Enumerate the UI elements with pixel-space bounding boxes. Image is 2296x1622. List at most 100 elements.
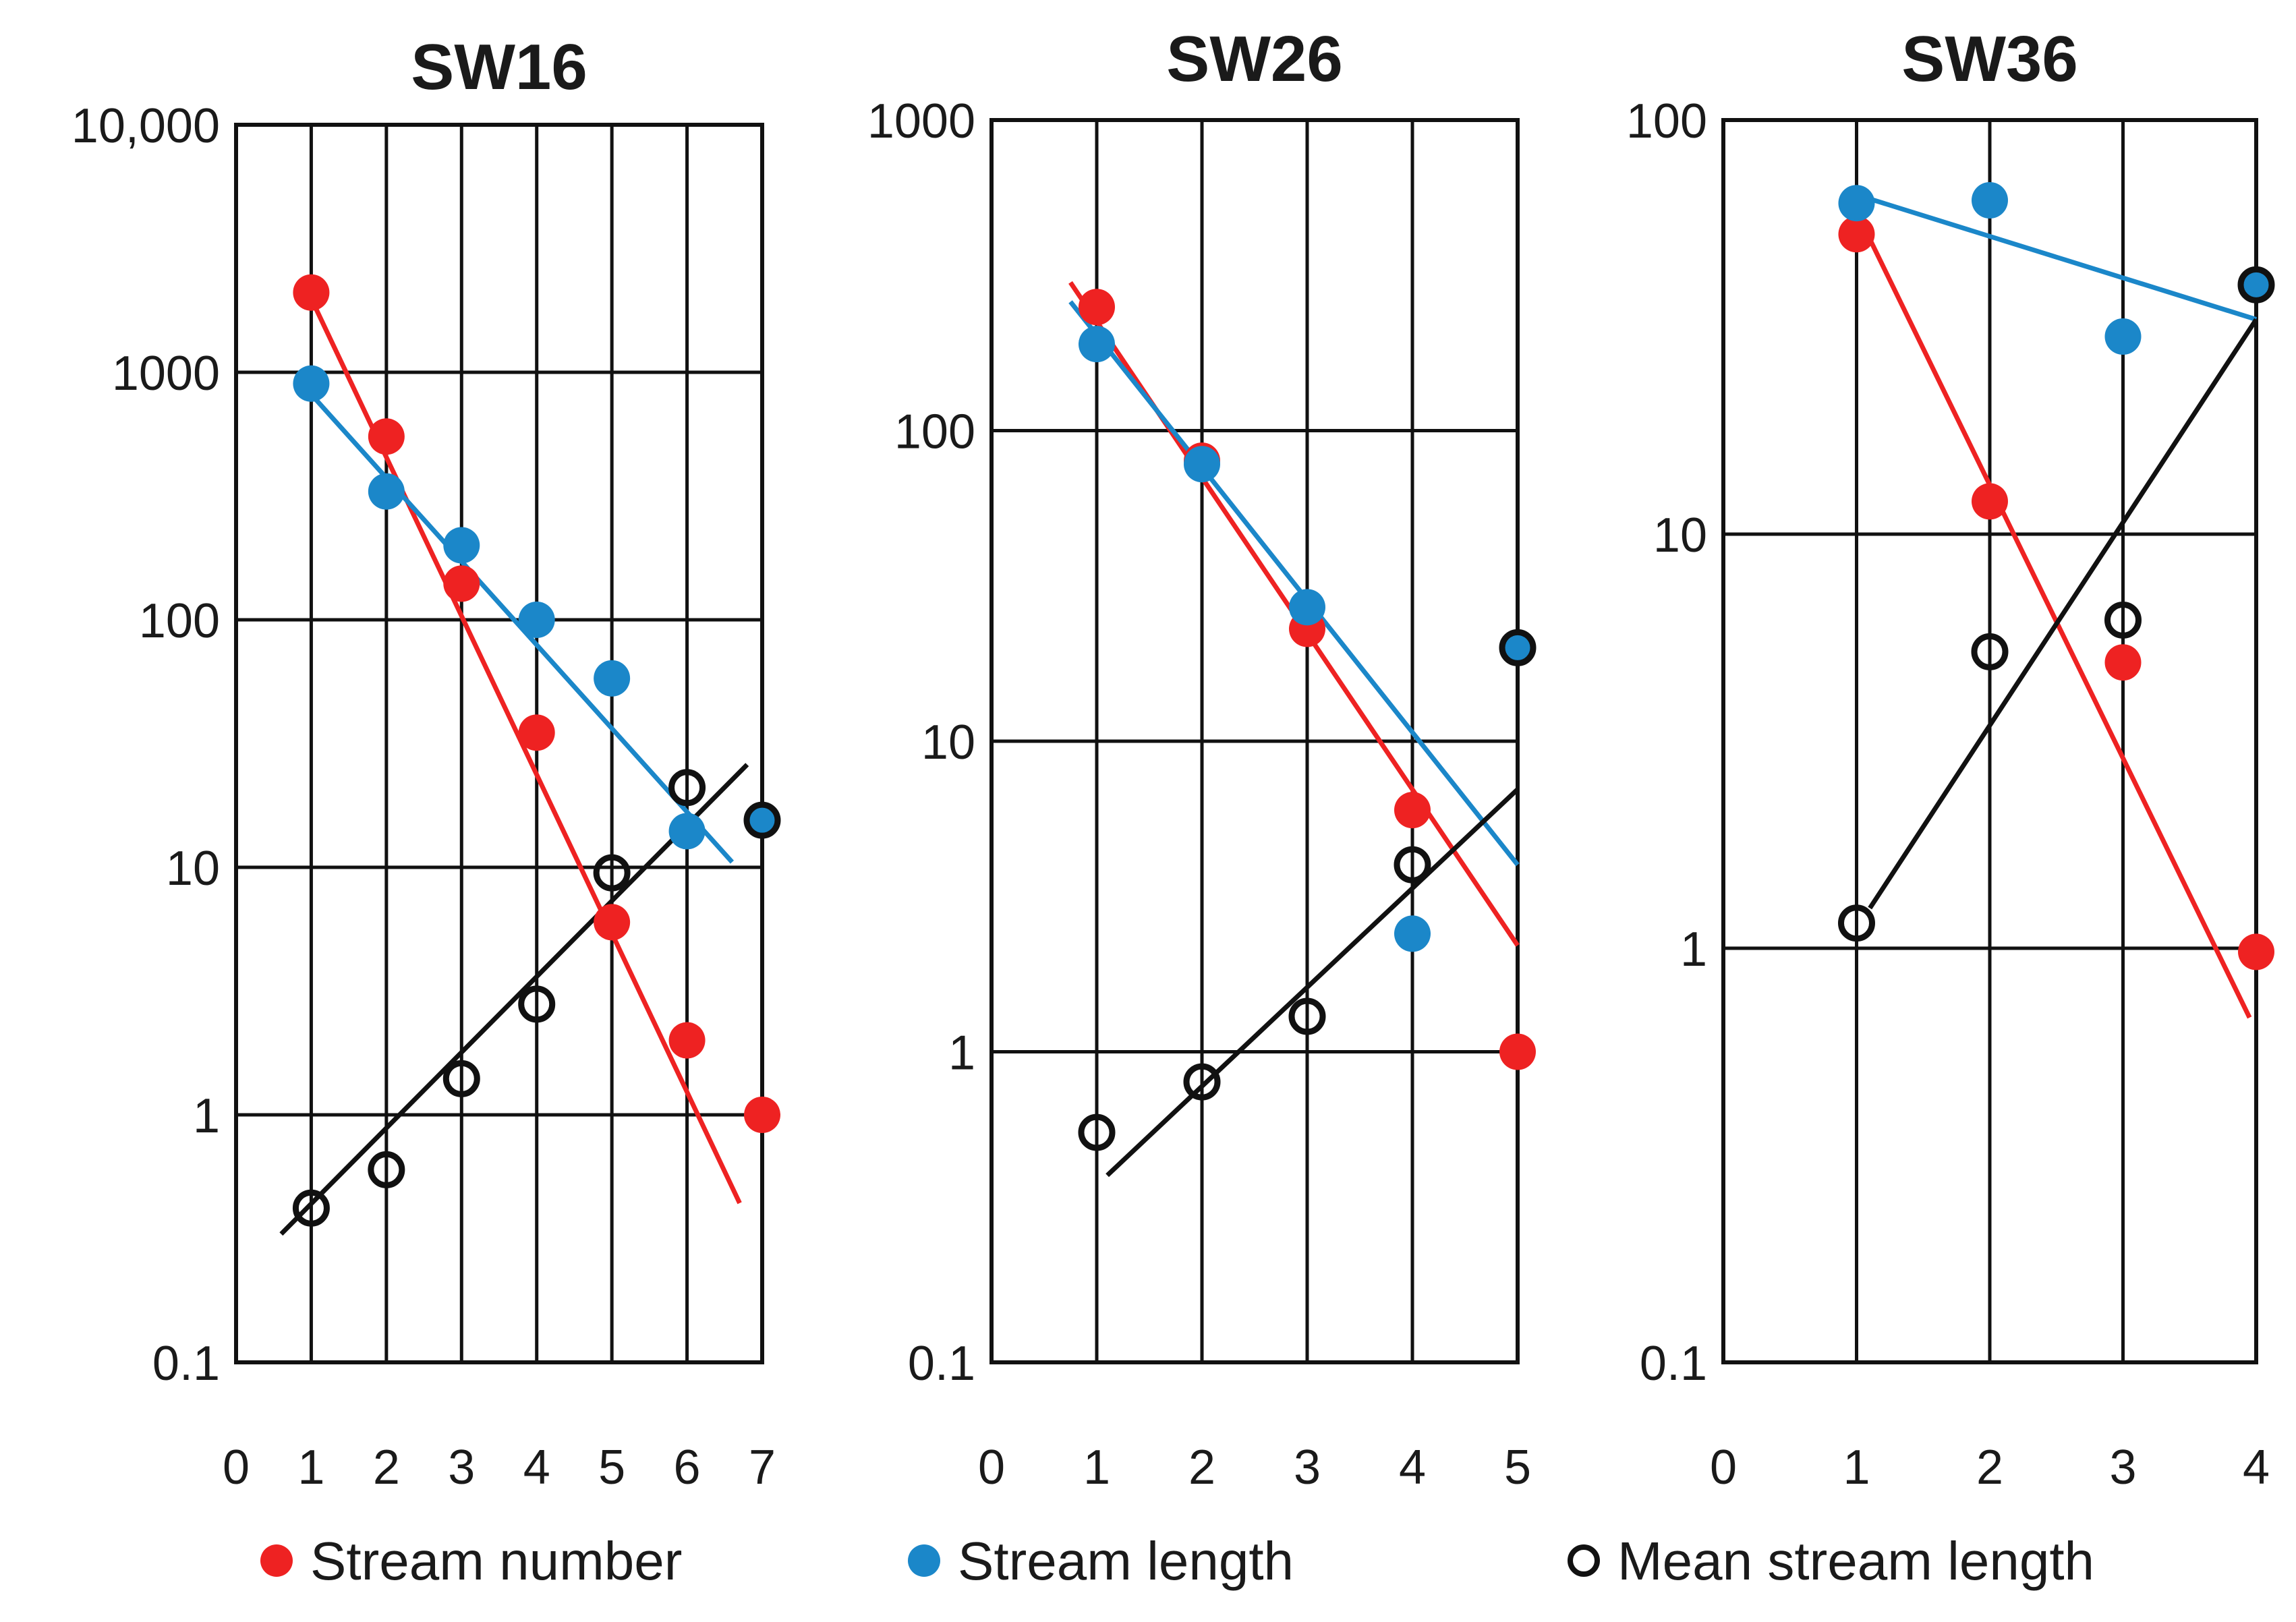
chart-title: SW36: [1901, 23, 2077, 95]
x-tick-label: 4: [1399, 1441, 1426, 1495]
point-stream-number: [368, 418, 405, 455]
plot-frame: [1721, 118, 2258, 1364]
legend-marker: [1568, 1544, 1600, 1577]
point-stream-number: [2104, 644, 2142, 681]
x-tick-label: 0: [223, 1441, 250, 1495]
point-mean-stream-length: [1499, 629, 1537, 666]
legend-item-mean-stream-length: Mean stream length: [1568, 1531, 2094, 1591]
point-mean-stream-length: [2104, 601, 2142, 639]
x-tick-label: 2: [1976, 1441, 2003, 1495]
point-stream-number: [744, 1097, 780, 1133]
x-tick-label: 3: [2109, 1441, 2136, 1495]
x-tick-label: 6: [674, 1441, 701, 1495]
y-tick-label: 1: [948, 1026, 975, 1080]
point-mean-stream-length: [1838, 904, 1875, 942]
plot-frame: [234, 123, 764, 1364]
point-mean-stream-length: [2237, 266, 2275, 303]
trend-line-stream-length: [1856, 192, 2258, 322]
chart-title: SW16: [411, 31, 587, 103]
point-mean-stream-length: [1183, 1063, 1221, 1101]
y-tick-label: 100: [894, 405, 975, 459]
trend-line-stream-number: [1854, 210, 2252, 1019]
point-stream-length: [1972, 182, 2008, 219]
legend-marker: [908, 1544, 940, 1577]
y-tick-label: 10: [1653, 509, 1707, 562]
y-tick-label: 100: [139, 594, 220, 648]
point-stream-length: [594, 660, 631, 697]
point-stream-number: [1972, 483, 2008, 520]
trend-line-mean-stream-length: [279, 763, 749, 1236]
point-stream-number: [1079, 289, 1115, 326]
legend-label: Stream number: [310, 1531, 682, 1591]
point-mean-stream-length: [1971, 633, 2009, 670]
point-stream-number: [1838, 216, 1875, 253]
y-tick-label: 100: [1626, 94, 1707, 148]
x-tick-label: 4: [2243, 1441, 2270, 1495]
point-mean-stream-length: [368, 1151, 405, 1188]
legend-item-stream-length: Stream length: [908, 1531, 1294, 1591]
x-tick-label: 1: [1843, 1441, 1870, 1495]
x-tick-label: 3: [448, 1441, 475, 1495]
point-stream-length: [443, 527, 480, 564]
point-mean-stream-length: [1078, 1113, 1116, 1151]
x-tick-label: 0: [1710, 1441, 1737, 1495]
x-tick-label: 5: [598, 1441, 625, 1495]
x-tick-label: 1: [1083, 1441, 1110, 1495]
point-stream-number: [1394, 792, 1431, 829]
point-stream-length: [2104, 318, 2142, 355]
point-stream-length: [1289, 589, 1325, 626]
x-tick-label: 3: [1294, 1441, 1321, 1495]
trend-line-mean-stream-length: [1106, 787, 1520, 1178]
y-tick-label: 0.1: [1640, 1337, 1707, 1391]
legend-item-stream-number: Stream number: [260, 1531, 682, 1591]
point-stream-length: [368, 473, 405, 510]
plot-frame: [989, 118, 1520, 1364]
point-mean-stream-length: [1394, 846, 1431, 884]
point-stream-number: [668, 1022, 706, 1059]
point-stream-number: [594, 904, 631, 941]
chart-title: SW26: [1166, 23, 1342, 95]
y-tick-label: 0.1: [908, 1337, 975, 1391]
point-stream-number: [2238, 933, 2274, 971]
y-tick-label: 0.1: [152, 1337, 220, 1391]
legend-marker: [260, 1544, 293, 1577]
y-tick-label: 1000: [867, 94, 975, 148]
y-tick-label: 10: [921, 716, 975, 770]
point-mean-stream-length: [743, 801, 781, 839]
trend-line-mean-stream-length: [1868, 318, 2258, 910]
x-tick-label: 2: [373, 1441, 400, 1495]
point-stream-number: [443, 565, 480, 602]
x-tick-label: 5: [1504, 1441, 1531, 1495]
y-tick-label: 1: [1680, 923, 1707, 977]
point-stream-length: [1838, 185, 1875, 222]
x-tick-label: 0: [978, 1441, 1005, 1495]
legend-label: Mean stream length: [1617, 1531, 2094, 1591]
point-mean-stream-length: [1288, 997, 1326, 1035]
point-stream-length: [1184, 446, 1220, 483]
x-tick-label: 4: [523, 1441, 550, 1495]
point-stream-length: [518, 602, 555, 638]
trend-line-stream-length: [302, 384, 735, 864]
point-mean-stream-length: [593, 854, 631, 892]
point-stream-length: [293, 365, 330, 402]
y-tick-label: 1: [193, 1089, 220, 1143]
point-mean-stream-length: [668, 769, 706, 807]
point-mean-stream-length: [292, 1189, 330, 1227]
point-stream-number: [1499, 1033, 1536, 1070]
point-stream-number: [293, 274, 330, 311]
x-tick-label: 1: [297, 1441, 324, 1495]
y-tick-label: 10,000: [71, 99, 220, 153]
point-mean-stream-length: [518, 985, 556, 1023]
chart-panel-sw26: SW26 0.1 1 10 100 1000 0 1 2 3 4 5: [867, 23, 1537, 1495]
x-tick-label: 2: [1188, 1441, 1215, 1495]
legend-label: Stream length: [958, 1531, 1294, 1591]
trend-line-stream-length: [1068, 300, 1520, 867]
point-stream-length: [1394, 915, 1431, 952]
y-tick-label: 1000: [112, 347, 220, 401]
point-stream-length: [1079, 326, 1115, 363]
y-tick-label: 10: [166, 842, 220, 896]
chart-panel-sw36: SW36 0.1 1 10 100 0 1 2 3 4: [1626, 23, 2275, 1495]
